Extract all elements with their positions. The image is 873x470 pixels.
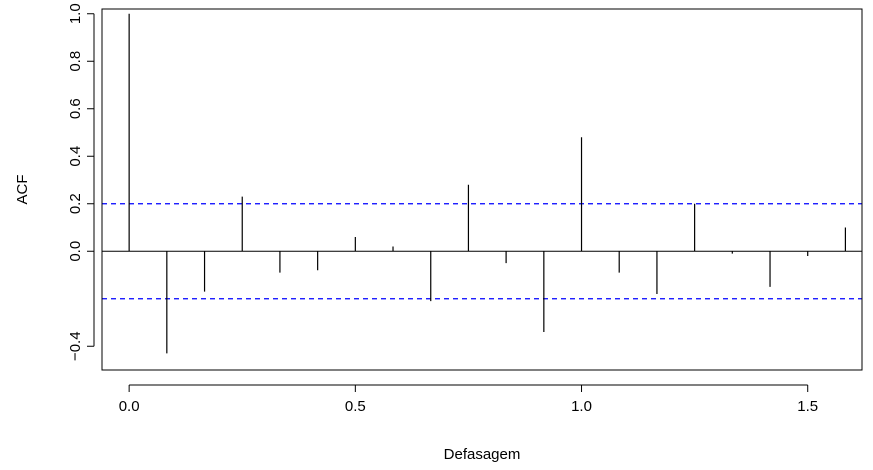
y-tick-label: 0.2 — [67, 193, 84, 214]
y-tick-label: 0.4 — [67, 146, 84, 167]
x-axis: 0.0 0.5 1.0 1.5 — [119, 384, 818, 415]
y-tick-label: −0.4 — [67, 331, 84, 361]
y-axis: −0.4 0.0 0.2 0.4 0.6 0.8 1.0 — [67, 3, 95, 361]
y-tick-label: 0.0 — [67, 241, 84, 262]
x-tick-label: 0.5 — [345, 398, 366, 415]
x-tick-label: 1.0 — [571, 398, 592, 415]
confidence-bounds — [102, 203, 862, 300]
x-tick-label: 1.5 — [797, 398, 818, 415]
acf-bars — [128, 13, 846, 354]
y-tick-label: 0.8 — [67, 51, 84, 72]
x-tick-label: 0.0 — [119, 398, 140, 415]
y-axis-title: ACF — [14, 175, 31, 205]
y-tick-label: 0.6 — [67, 98, 84, 119]
plot-frame — [101, 8, 863, 371]
x-axis-title: Defasagem — [444, 446, 521, 463]
y-tick-label: 1.0 — [67, 3, 84, 24]
